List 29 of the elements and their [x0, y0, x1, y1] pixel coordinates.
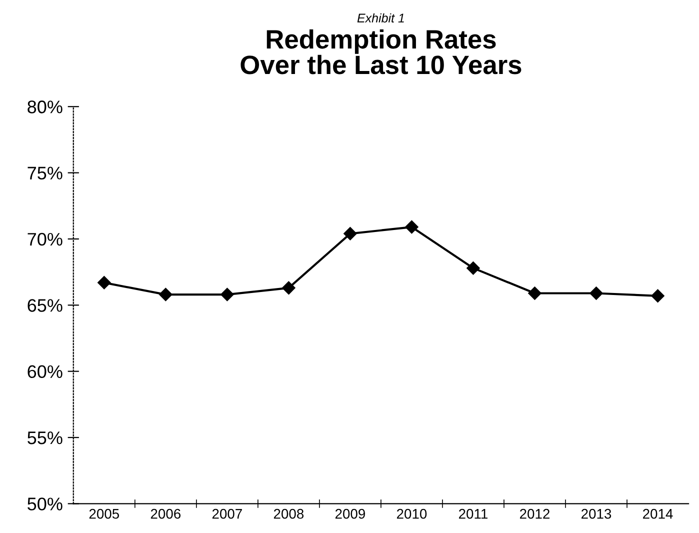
point	[344, 227, 357, 240]
point	[282, 281, 296, 295]
x-tick-label: 2009	[335, 508, 365, 519]
y-tick-label: 70%	[28, 232, 62, 246]
x-tick-label: 2013	[582, 508, 612, 519]
y-tick-label: 50%	[28, 498, 62, 510]
point	[528, 286, 542, 300]
y-tick-label: 60%	[28, 365, 62, 378]
chart-subtitle: Exhibit 1	[357, 13, 404, 23]
y-tick-label: 80%	[28, 100, 62, 114]
x-tick-label: 2008	[274, 508, 304, 519]
point	[466, 261, 480, 275]
x-tick-label: 2007	[212, 508, 242, 519]
x-tick-label: 2014	[643, 508, 673, 519]
point	[590, 286, 603, 300]
point	[405, 220, 418, 234]
x-tick-label: 2006	[150, 508, 181, 519]
point	[651, 289, 664, 302]
y-tick-label: 55%	[28, 432, 62, 444]
x-tick-label: 2005	[89, 508, 120, 519]
point	[220, 288, 234, 302]
y-tick-label: 75%	[28, 166, 62, 180]
x-tick-label: 2012	[520, 508, 550, 519]
x-tick-label: 2010	[396, 508, 427, 519]
x-tick-label: 2011	[458, 508, 488, 519]
y-tick-label: 65%	[28, 299, 62, 312]
chart-title: Redemption Rates Over the Last 10 Years	[240, 29, 522, 74]
point	[98, 276, 111, 290]
point	[159, 288, 172, 302]
